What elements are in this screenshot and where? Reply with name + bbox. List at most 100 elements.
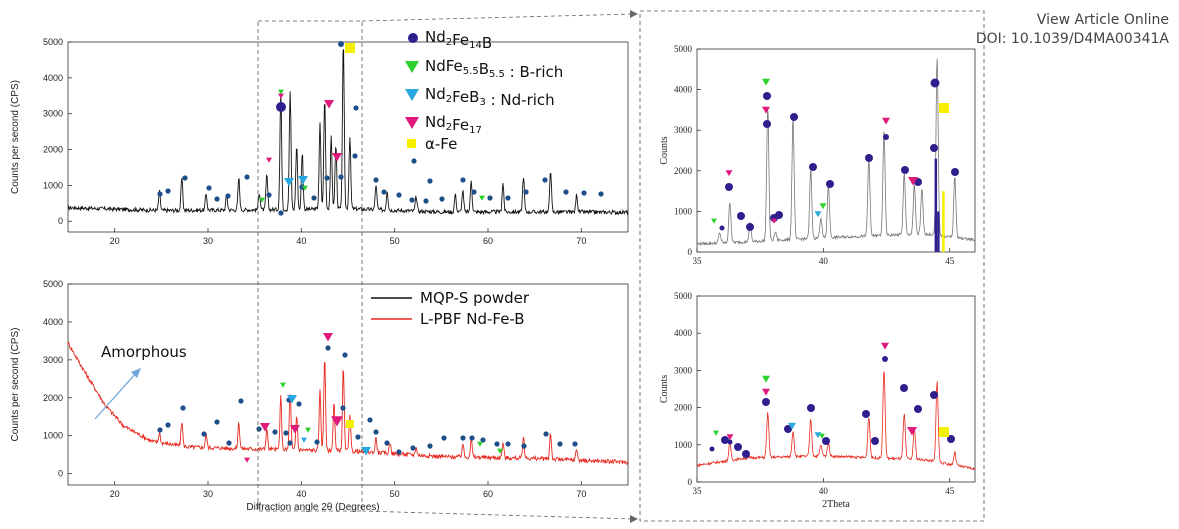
chart-top-right: 35 40 45 0 1000 2000 3000 4000 5000 Counts [659,44,976,266]
phase-dot [439,196,445,202]
phase-triangle [762,78,770,86]
phase-dot [469,435,475,441]
phase-dot [930,78,940,88]
y-tick-label: 4000 [674,85,693,95]
legend-label-alpha_fe: α-Fe [425,135,457,153]
phase-dot [427,443,433,449]
series-line-top-right [696,58,976,246]
phase-dot [225,193,231,199]
series-line-bottom-left [67,341,629,465]
phase-dot [311,195,317,201]
phase-dot [325,345,331,351]
phase-triangle [298,176,308,185]
phase-dot [709,446,715,452]
phase-dot [314,439,320,445]
y-tick-label: 3000 [674,125,693,135]
phase-dot [790,113,798,121]
series-legend: MQP-S powder L-PBF Nd-Fe-B [371,289,530,328]
phase-dot [727,439,733,445]
phase-dot [557,441,563,447]
chart-bottom-left: 20 30 40 50 60 70 0 1000 2000 3000 4000 5000 Counts … [10,279,629,513]
phase-dot [951,168,959,176]
phase-dot [296,401,302,407]
x-tick-label: 20 [110,236,120,246]
phase-triangle [908,177,918,186]
legend-label-b_rich: NdFe5.5B5.5 : B-rich [425,57,563,81]
phase-triangle [331,416,343,427]
phase-triangle [287,395,297,404]
phase-dot [480,437,486,443]
phase-dot [742,450,750,458]
y-axis-label: Counts per second (CPS) [10,80,21,194]
phase-dot [865,154,873,162]
phase-square [345,43,355,53]
nd2fe14b-marker [276,102,286,112]
phase-triangle [302,185,308,191]
phase-dot [826,180,834,188]
view-article-online-link[interactable]: View Article Online [1036,12,1169,28]
x-tick-label: 40 [296,489,306,499]
phase-dot [882,356,888,362]
phase-dot [871,437,879,445]
plot-frame [696,295,976,483]
x-tick-label: 40 [819,486,829,496]
y-tick-label: 3000 [43,355,63,365]
x-tick-label: 20 [110,489,120,499]
phase-triangle [725,170,733,177]
phase-dot [214,419,220,425]
phase-dot [373,429,379,435]
y-tick-label: 0 [688,477,693,487]
plot-frame [67,41,629,233]
x-tick-label: 70 [576,236,586,246]
phase-triangle [882,117,890,125]
phase-triangle [788,422,796,430]
amorphous-annotation: Amorphous [101,343,187,361]
y-tick-label: 5000 [674,44,693,54]
phase-dot [763,92,771,100]
plot-frame [67,283,629,486]
x-tick-label: 60 [483,236,493,246]
zoom-connector-top [361,13,635,22]
phase-dot [244,174,250,180]
phase-dot [505,195,511,201]
phase-dot [598,191,604,197]
x-tick-label: 30 [203,489,213,499]
phase-dot [410,445,416,451]
y-tick-label: 0 [58,216,63,226]
phase-triangle [244,457,250,463]
phase-dot [409,197,415,203]
phase-dot [396,449,402,455]
x-tick-label: 30 [203,236,213,246]
legend-marker-nd_rich [405,89,419,101]
x-tick-label: 60 [483,489,493,499]
y-axis-label: Counts [659,136,670,164]
legend-series-label: L-PBF Nd-Fe-B [420,310,525,328]
phase-dot [338,174,344,180]
y-tick-label: 5000 [674,291,693,301]
y-tick-label: 2000 [43,393,63,403]
x-tick-label: 35 [693,486,703,496]
phase-dot [883,134,889,140]
doi-link[interactable]: DOI: 10.1039/D4MA00341A [975,31,1169,47]
phase-dot [901,166,909,174]
phase-dot [278,210,284,216]
phase-dot [930,144,938,152]
phase-triangle [266,157,272,163]
plot-frame [696,48,976,253]
phase-triangle [711,218,717,224]
y-tick-label: 5000 [43,37,63,47]
amorphous-arrowhead-icon [131,368,141,378]
phase-triangle [260,423,270,432]
phase-dot [201,431,207,437]
y-tick-label: 4000 [43,317,63,327]
phase-triangle [819,433,825,439]
phase-dot [324,175,330,181]
phase-dot [182,175,188,181]
phase-triangle [907,427,917,436]
phase-dot [725,183,733,191]
series-line-bottom-right [696,371,976,471]
phase-dot [460,435,466,441]
phase-dot [256,426,262,432]
phase-dot [340,405,346,411]
